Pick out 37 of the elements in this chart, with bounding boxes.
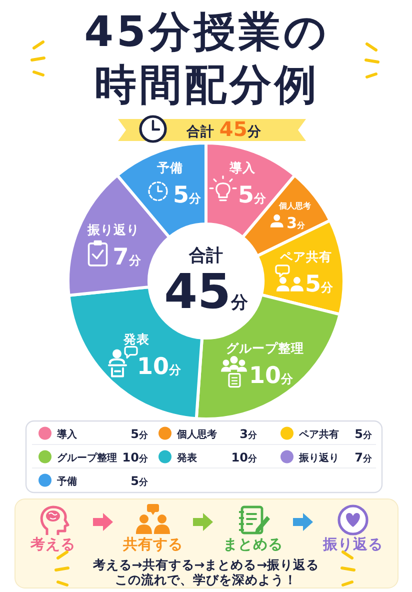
data-label: 5分 bbox=[173, 182, 202, 208]
data-label: 10分 bbox=[137, 354, 182, 380]
legend-label: 発表 bbox=[176, 452, 198, 464]
text: 10分 bbox=[122, 450, 148, 464]
text: 振り返る bbox=[322, 536, 383, 553]
slice-label: ペア共有 bbox=[279, 248, 332, 264]
text: まとめる bbox=[223, 537, 283, 553]
text: 7分 bbox=[354, 450, 372, 464]
chart-subtitle: 合計 45分 bbox=[186, 117, 262, 141]
legend-label: 個人思考 bbox=[176, 428, 217, 440]
slice-label: 個人思考 bbox=[278, 200, 311, 210]
legend-label: グループ整理 bbox=[57, 452, 117, 464]
slice-label: 発表 bbox=[122, 331, 150, 346]
text: 3分 bbox=[240, 426, 257, 441]
text: 5分 bbox=[354, 426, 372, 441]
text: 考える→共有する→まとめる→振り返る bbox=[92, 557, 320, 572]
text: この流れで、学びを深めよう！ bbox=[115, 572, 297, 587]
legend-label: 予備 bbox=[56, 475, 77, 488]
legend-label: 導入 bbox=[56, 428, 78, 440]
data-label: 7分 bbox=[112, 244, 142, 270]
data-label: 5分 bbox=[304, 271, 334, 298]
text: 5分 bbox=[130, 474, 148, 488]
chart-title: 45分授業の時間配分例 bbox=[84, 7, 330, 109]
text: 合計 bbox=[188, 246, 223, 266]
text: 10分 bbox=[231, 450, 257, 464]
legend-label: 振り返り bbox=[298, 452, 339, 464]
text: 5分 bbox=[130, 426, 148, 441]
text: 45分 bbox=[164, 264, 249, 320]
text: 考える bbox=[30, 536, 76, 553]
slice-label: グループ整理 bbox=[226, 340, 304, 356]
slice-label: 予備 bbox=[156, 160, 183, 175]
legend-label: ペア共有 bbox=[298, 428, 339, 440]
text: 共有する bbox=[122, 536, 183, 553]
slice-label: 導入 bbox=[228, 160, 256, 175]
data-label: 10分 bbox=[248, 362, 294, 389]
slice-label: 振り返り bbox=[86, 222, 140, 237]
data-label: 5分 bbox=[238, 182, 268, 208]
